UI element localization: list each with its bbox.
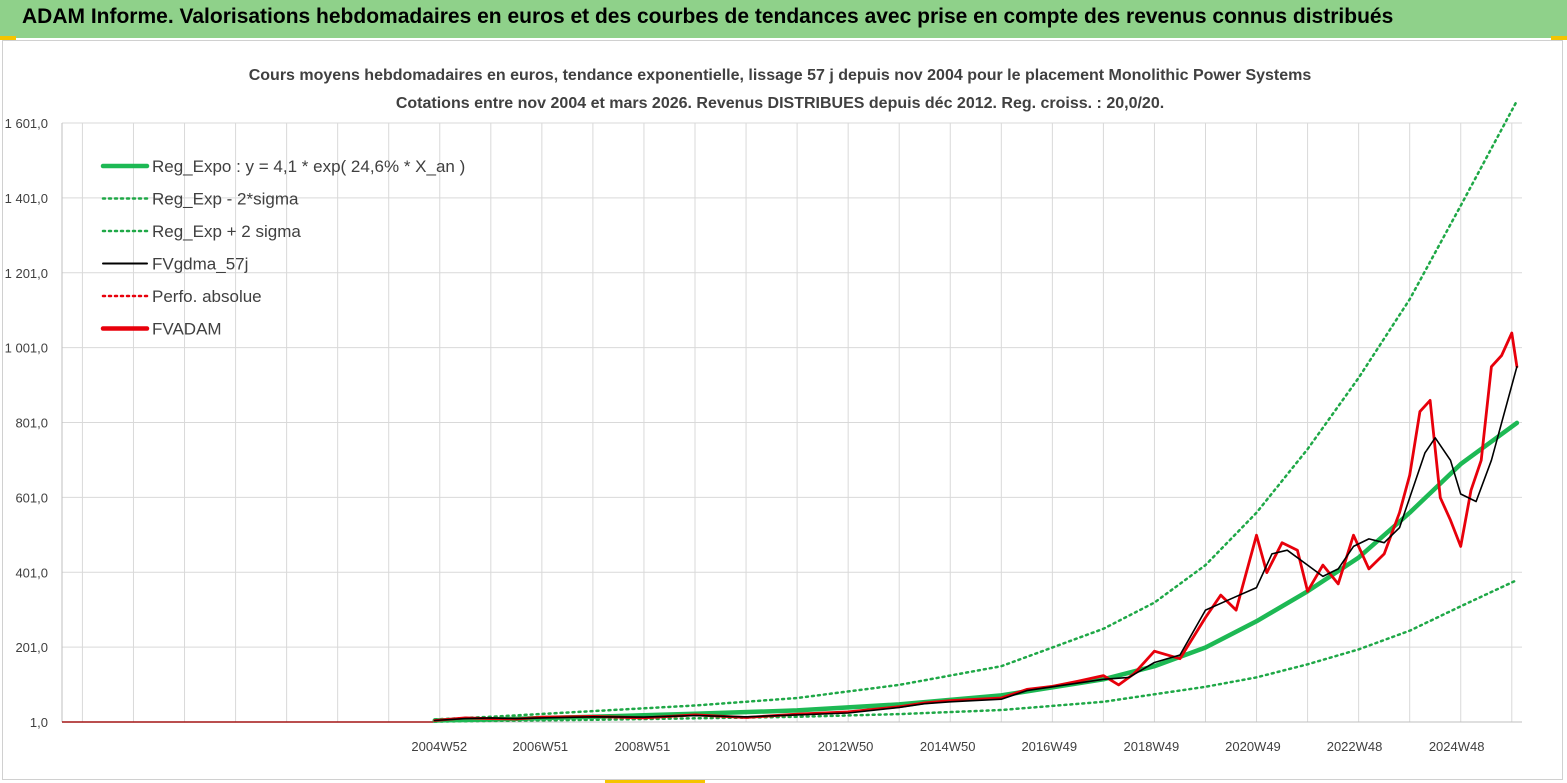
y-tick-label: 1 001,0 <box>5 341 48 356</box>
legend-label: FVgdma_57j <box>152 255 248 274</box>
legend-label: Reg_Expo : y = 4,1 * exp( 24,6% * X_an ) <box>152 157 465 176</box>
x-tick-label: 2008W51 <box>615 739 671 754</box>
grid <box>61 122 1522 723</box>
x-tick-label: 2012W50 <box>818 739 874 754</box>
series-line-1 <box>433 578 1519 723</box>
x-axis: 2004W52 2006W51 2008W51 2010W50 2012W50 2014W… <box>411 739 1484 754</box>
accent-right <box>1551 36 1567 40</box>
y-tick-label: 1,0 <box>30 715 48 730</box>
x-tick-label: 2014W50 <box>920 739 976 754</box>
x-tick-label: 2004W52 <box>411 739 467 754</box>
plot-area <box>62 99 1520 723</box>
legend-label: Perfo. absolue <box>152 287 262 306</box>
series-line-3 <box>433 365 1518 722</box>
x-tick-label: 2022W48 <box>1327 739 1383 754</box>
chart-subtitle: Cotations entre nov 2004 et mars 2026. R… <box>396 95 1164 112</box>
accent-bottom <box>605 780 705 783</box>
series-line-4 <box>433 331 1519 722</box>
y-tick-label: 1 601,0 <box>5 116 48 131</box>
legend-label: Reg_Exp - 2*sigma <box>152 190 299 209</box>
series-line-2 <box>433 99 1519 721</box>
legend-label: Reg_Exp + 2 sigma <box>152 222 301 241</box>
x-tick-label: 2010W50 <box>716 739 772 754</box>
legend-label: FVADAM <box>152 320 222 339</box>
y-axis: 1,0 201,0 401,0 601,0 801,0 1 001,0 1 201,0 1 4… <box>5 116 48 730</box>
banner: ADAM Informe. Valorisations hebdomadaire… <box>0 0 1567 38</box>
y-tick-label: 201,0 <box>15 640 48 655</box>
y-tick-label: 401,0 <box>15 565 48 580</box>
chart-title: Cours moyens hebdomadaires en euros, ten… <box>249 67 1312 84</box>
banner-title: ADAM Informe. Valorisations hebdomadaire… <box>22 5 1394 28</box>
x-tick-label: 2024W48 <box>1429 739 1485 754</box>
x-tick-label: 2020W49 <box>1225 739 1281 754</box>
y-tick-label: 1 201,0 <box>5 266 48 281</box>
x-tick-label: 2006W51 <box>513 739 569 754</box>
accent-left <box>0 36 16 40</box>
x-tick-label: 2018W49 <box>1124 739 1180 754</box>
legend: Reg_Expo : y = 4,1 * exp( 24,6% * X_an )… <box>100 157 465 339</box>
series-line-0 <box>432 420 1520 723</box>
chart-frame <box>2 40 1563 780</box>
y-tick-label: 601,0 <box>15 490 48 505</box>
y-tick-label: 1 401,0 <box>5 191 48 206</box>
y-tick-label: 801,0 <box>15 416 48 431</box>
x-tick-label: 2016W49 <box>1021 739 1077 754</box>
